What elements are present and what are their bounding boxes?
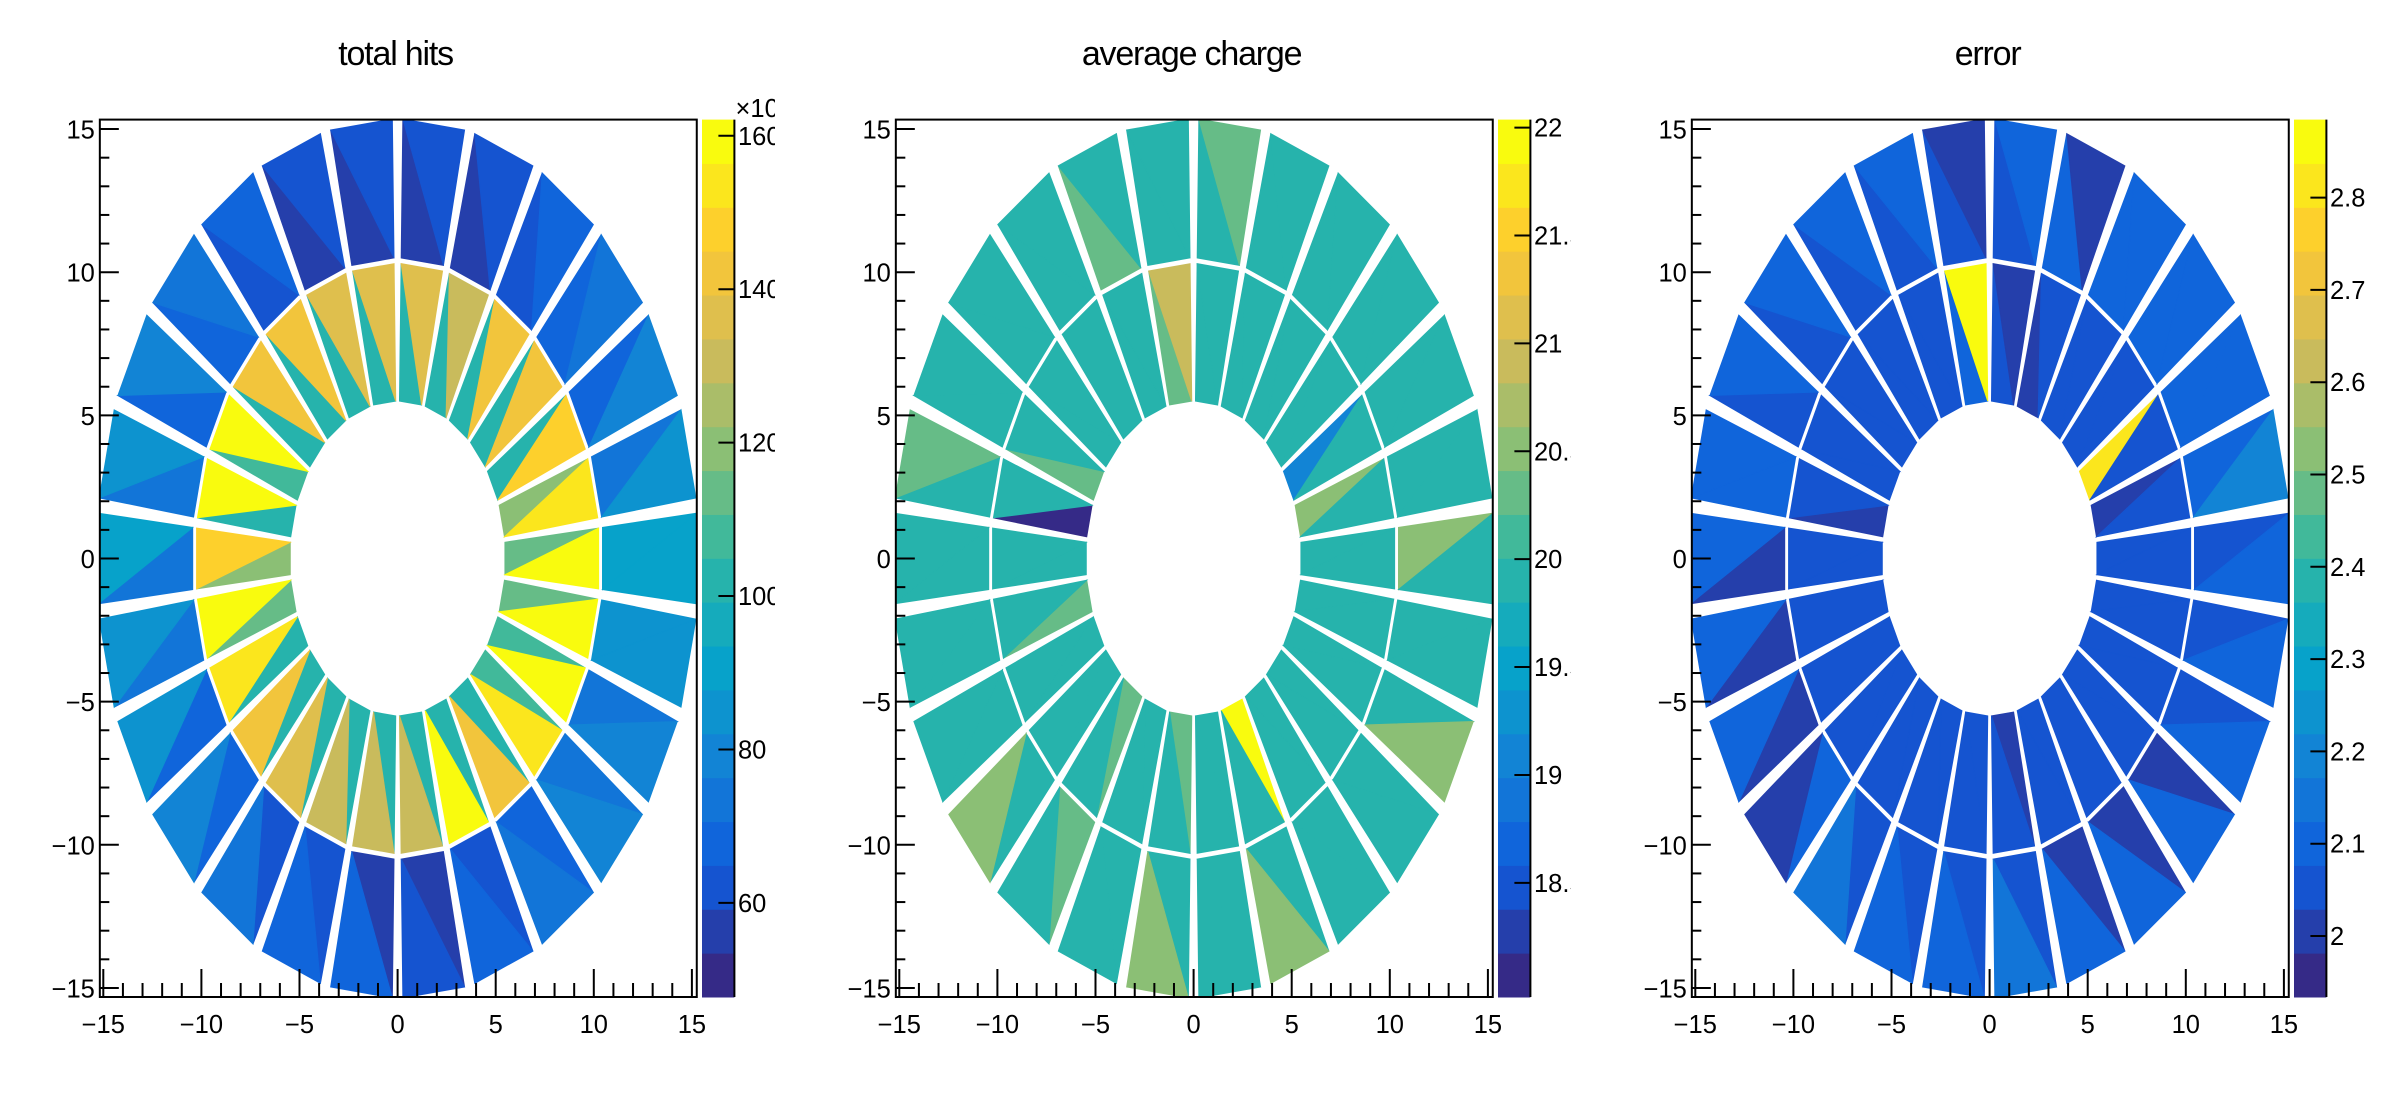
svg-text:−15: −15 xyxy=(878,1011,921,1039)
svg-text:22: 22 xyxy=(1534,115,1562,143)
svg-text:10: 10 xyxy=(580,1011,608,1039)
svg-text:−10: −10 xyxy=(1644,832,1687,860)
svg-text:0: 0 xyxy=(1187,1011,1201,1039)
svg-text:100: 100 xyxy=(738,583,781,611)
svg-text:5: 5 xyxy=(81,403,95,431)
svg-text:−10: −10 xyxy=(1772,1011,1815,1039)
svg-text:0: 0 xyxy=(391,1011,405,1039)
svg-text:−5: −5 xyxy=(285,1011,314,1039)
svg-text:−15: −15 xyxy=(52,975,95,1003)
svg-text:15: 15 xyxy=(678,1011,706,1039)
svg-text:10: 10 xyxy=(66,260,94,288)
svg-text:0: 0 xyxy=(1673,546,1687,574)
svg-text:average charge: average charge xyxy=(1082,35,1302,73)
svg-text:2.3: 2.3 xyxy=(2330,646,2365,674)
svg-text:19.5: 19.5 xyxy=(1534,654,1584,682)
svg-text:5: 5 xyxy=(1673,403,1687,431)
svg-text:total hits: total hits xyxy=(338,35,453,73)
svg-text:−5: −5 xyxy=(1081,1011,1110,1039)
svg-text:2.6: 2.6 xyxy=(2330,369,2365,397)
svg-text:−5: −5 xyxy=(1877,1011,1906,1039)
svg-text:10: 10 xyxy=(1376,1011,1404,1039)
svg-text:15: 15 xyxy=(862,117,890,145)
svg-text:5: 5 xyxy=(2081,1011,2095,1039)
svg-text:160: 160 xyxy=(738,123,781,151)
svg-text:0: 0 xyxy=(81,546,95,574)
svg-text:−5: −5 xyxy=(1658,689,1687,717)
svg-text:2.1: 2.1 xyxy=(2330,831,2365,859)
svg-text:15: 15 xyxy=(66,117,94,145)
svg-text:−5: −5 xyxy=(66,689,95,717)
svg-text:0: 0 xyxy=(1983,1011,1997,1039)
svg-text:−10: −10 xyxy=(180,1011,223,1039)
svg-text:60: 60 xyxy=(738,890,766,918)
svg-text:15: 15 xyxy=(1474,1011,1502,1039)
svg-text:−15: −15 xyxy=(1674,1011,1717,1039)
svg-text:−10: −10 xyxy=(848,832,891,860)
svg-text:10: 10 xyxy=(1658,260,1686,288)
svg-text:15: 15 xyxy=(2270,1011,2298,1039)
svg-text:0: 0 xyxy=(877,546,891,574)
svg-text:−15: −15 xyxy=(848,975,891,1003)
svg-text:10: 10 xyxy=(862,260,890,288)
svg-text:21: 21 xyxy=(1534,330,1562,358)
svg-text:2.7: 2.7 xyxy=(2330,277,2365,305)
svg-text:×10: ×10 xyxy=(736,95,779,123)
svg-text:15: 15 xyxy=(1658,117,1686,145)
svg-text:2.8: 2.8 xyxy=(2330,185,2365,213)
svg-text:19: 19 xyxy=(1534,762,1562,790)
svg-text:−15: −15 xyxy=(1644,975,1687,1003)
svg-text:18.5: 18.5 xyxy=(1534,870,1584,898)
svg-text:2.4: 2.4 xyxy=(2330,554,2365,582)
svg-text:−15: −15 xyxy=(82,1011,125,1039)
svg-text:2.5: 2.5 xyxy=(2330,461,2365,489)
svg-text:−10: −10 xyxy=(52,832,95,860)
svg-text:2: 2 xyxy=(2330,923,2344,951)
svg-text:20: 20 xyxy=(1534,546,1562,574)
svg-text:10: 10 xyxy=(2172,1011,2200,1039)
svg-text:5: 5 xyxy=(489,1011,503,1039)
svg-text:80: 80 xyxy=(738,736,766,764)
svg-text:5: 5 xyxy=(1285,1011,1299,1039)
svg-text:−10: −10 xyxy=(976,1011,1019,1039)
svg-text:21.5: 21.5 xyxy=(1534,222,1584,250)
svg-text:−5: −5 xyxy=(862,689,891,717)
svg-text:error: error xyxy=(1955,35,2022,73)
svg-text:140: 140 xyxy=(738,276,781,304)
svg-text:20.5: 20.5 xyxy=(1534,438,1584,466)
svg-text:5: 5 xyxy=(877,403,891,431)
svg-text:2.2: 2.2 xyxy=(2330,738,2365,766)
svg-text:120: 120 xyxy=(738,430,781,458)
